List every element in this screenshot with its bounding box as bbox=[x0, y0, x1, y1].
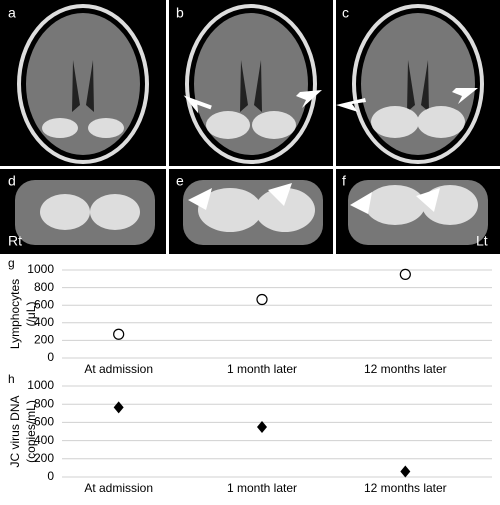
ventricle bbox=[407, 60, 429, 112]
lesion bbox=[198, 188, 262, 232]
arrowhead bbox=[350, 192, 372, 214]
y-tick-label: 1000 bbox=[27, 262, 54, 276]
x-tick-label: 1 month later bbox=[227, 481, 297, 495]
marker bbox=[399, 268, 411, 280]
marker bbox=[257, 420, 267, 433]
arrowhead bbox=[268, 183, 292, 206]
lesion bbox=[371, 106, 419, 138]
y-tick-label: 600 bbox=[34, 297, 54, 311]
panel-label: f bbox=[342, 173, 346, 189]
mri-panels: a b c d e f Rt Lt bbox=[0, 0, 500, 254]
panel-label: a bbox=[8, 5, 16, 21]
x-tick-label: 12 months later bbox=[364, 362, 447, 376]
lesion bbox=[88, 118, 124, 138]
lesion bbox=[90, 194, 140, 230]
y-axis-label: JC virus DNA bbox=[8, 395, 22, 467]
arrow bbox=[296, 90, 322, 108]
skull bbox=[185, 4, 317, 164]
panel-label: b bbox=[176, 5, 184, 21]
y-axis-label: (/μL) bbox=[24, 302, 38, 327]
marker bbox=[256, 293, 268, 306]
skull bbox=[17, 4, 149, 164]
panel-label: d bbox=[8, 173, 16, 189]
marker bbox=[113, 401, 124, 414]
y-tick-label: 200 bbox=[34, 333, 54, 347]
arrowhead bbox=[416, 188, 440, 212]
lesion bbox=[365, 185, 425, 225]
marker bbox=[113, 328, 125, 340]
arrowhead bbox=[188, 188, 212, 210]
arrow bbox=[183, 95, 212, 114]
lesion bbox=[206, 111, 250, 139]
lesion bbox=[40, 194, 90, 230]
x-tick-label: 1 month later bbox=[227, 362, 297, 376]
lesion bbox=[417, 106, 465, 138]
lesion bbox=[252, 111, 296, 139]
y-axis-label: Lymphocytes bbox=[8, 279, 22, 349]
x-tick-label: At admission bbox=[84, 362, 153, 376]
y-tick-label: 0 bbox=[47, 469, 54, 483]
ventricle bbox=[240, 60, 262, 112]
y-tick-label: 800 bbox=[34, 396, 54, 410]
y-tick-label: 600 bbox=[34, 415, 54, 429]
x-tick-label: 12 months later bbox=[364, 481, 447, 495]
y-tick-label: 200 bbox=[34, 451, 54, 465]
panel-label: c bbox=[342, 5, 349, 21]
chart-label: g bbox=[8, 256, 15, 270]
ventricle bbox=[72, 60, 94, 112]
chart-label: h bbox=[8, 372, 15, 386]
y-axis-label: (copies/mL) bbox=[24, 400, 38, 463]
brain bbox=[26, 13, 140, 155]
marker bbox=[400, 465, 411, 478]
brain bbox=[361, 13, 475, 155]
x-tick-label: At admission bbox=[84, 481, 153, 495]
lesion bbox=[42, 118, 78, 138]
y-tick-label: 400 bbox=[34, 315, 54, 329]
y-tick-label: 800 bbox=[34, 280, 54, 294]
arrow bbox=[336, 98, 366, 112]
panel-label: e bbox=[176, 173, 184, 189]
side-label: Rt bbox=[8, 233, 22, 249]
arrow bbox=[452, 88, 478, 104]
skull bbox=[352, 4, 484, 164]
y-tick-label: 400 bbox=[34, 433, 54, 447]
y-tick-label: 0 bbox=[47, 350, 54, 364]
side-label: Lt bbox=[476, 233, 488, 249]
y-tick-label: 1000 bbox=[27, 378, 54, 392]
lesion bbox=[255, 188, 315, 232]
